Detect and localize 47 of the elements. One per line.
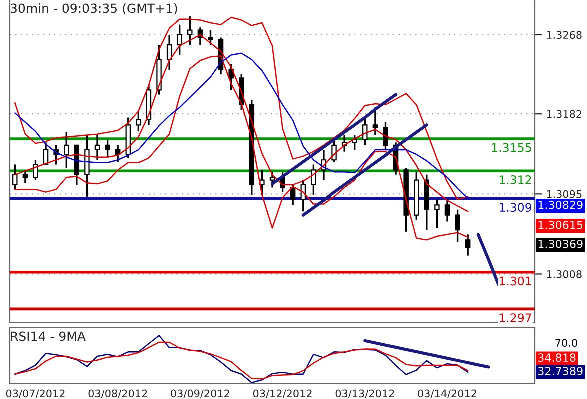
candlestick xyxy=(188,16,193,46)
candlestick xyxy=(465,234,471,257)
ref-line-label: 1.312 xyxy=(500,176,532,184)
candlestick xyxy=(136,111,142,132)
x-tick-label: 03/09/2012 xyxy=(171,390,230,398)
ref-line-label: 1.309 xyxy=(500,203,532,212)
text: 70.0 xyxy=(556,339,578,348)
x-tick-label: 03/14/2012 xyxy=(418,390,476,398)
candlestick xyxy=(43,142,49,166)
ref-line-label: 1.3155 xyxy=(492,143,532,152)
candlestick xyxy=(208,30,214,46)
text: 1.30369 xyxy=(538,240,583,248)
x-tick-label: 03/08/2012 xyxy=(88,390,148,398)
chart-title: RSI14 - 9MA xyxy=(11,332,86,342)
candlestick xyxy=(362,116,368,146)
candlestick xyxy=(64,132,70,170)
candlestick xyxy=(434,198,440,230)
ref-line-label: 1.297 xyxy=(500,314,532,322)
candlestick xyxy=(105,139,110,160)
candlestick xyxy=(22,169,28,184)
y-tick-label: 1.3095 xyxy=(547,190,582,198)
x-tick-label: 03/12/2012 xyxy=(253,390,312,398)
candlestick xyxy=(33,159,38,182)
candlestick xyxy=(383,122,388,151)
candlestick xyxy=(177,24,182,56)
candlestick xyxy=(94,134,100,161)
candlestick xyxy=(444,198,450,223)
x-tick-label: 03/07/2012 xyxy=(6,390,65,398)
text: 1.30829 xyxy=(538,200,583,210)
text: 32.7389 xyxy=(538,367,583,376)
candlestick xyxy=(270,171,276,189)
candlestick xyxy=(311,164,316,196)
x-tick-label: 03/13/2012 xyxy=(336,390,394,398)
chart-title: 30min - 09:03:35 (GMT+1) xyxy=(10,4,178,15)
line-series xyxy=(302,124,428,217)
y-tick-label: 1.3268 xyxy=(547,31,582,40)
text: 34.818 xyxy=(538,354,576,362)
line-series xyxy=(14,52,469,200)
ref-line-label: 1.301 xyxy=(500,276,532,286)
y-tick-label: 1.3182 xyxy=(547,110,582,118)
y-tick-label: 1.3008 xyxy=(547,270,582,278)
line-series xyxy=(14,16,469,200)
candlestick xyxy=(166,34,172,71)
text: 1.30615 xyxy=(538,220,583,230)
candlestick xyxy=(372,106,378,136)
candlestick xyxy=(455,208,460,243)
candlestick xyxy=(12,164,18,190)
